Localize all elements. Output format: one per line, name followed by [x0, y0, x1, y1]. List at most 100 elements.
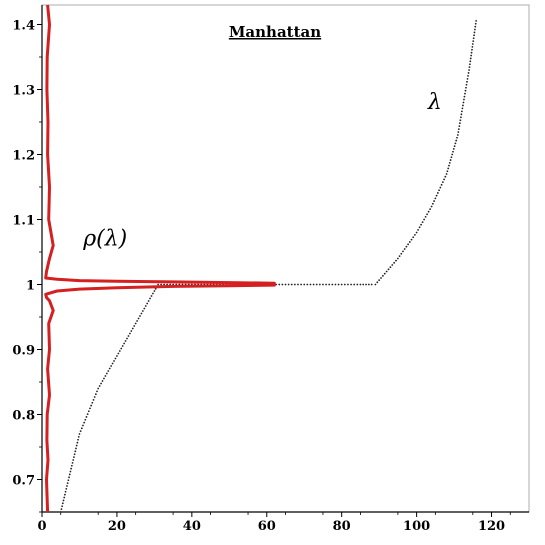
lambda-point [149, 297, 151, 300]
lambda-point [415, 231, 418, 234]
lambda-point [61, 502, 64, 505]
lambda-point [472, 37, 475, 40]
lambda-point [418, 226, 421, 229]
lambda-point [96, 390, 98, 393]
lambda-point [467, 75, 469, 77]
lambda-point [75, 444, 78, 447]
lambda-point [69, 470, 72, 473]
lambda-point [116, 355, 118, 357]
lambda-point [124, 340, 127, 342]
lambda-point [473, 28, 476, 31]
lambda-point [468, 69, 470, 71]
lambda-point [169, 283, 172, 286]
lambda-point [470, 54, 473, 57]
lambda-point [474, 25, 477, 28]
y-tick-label: 1.4 [12, 19, 35, 34]
lambda-point [303, 283, 306, 286]
lambda-point [163, 283, 166, 286]
lambda-point [417, 229, 420, 231]
lambda-point [441, 181, 444, 184]
lambda-point [59, 511, 62, 513]
lambda-point [67, 479, 70, 482]
chart-title: Manhattan [229, 23, 321, 41]
lambda-point [60, 508, 63, 511]
lambda-point [462, 104, 464, 107]
lambda-point [443, 178, 445, 181]
lambda-point [87, 410, 90, 413]
lambda-point [117, 352, 120, 355]
lambda-point [315, 283, 318, 286]
lambda-point [63, 496, 66, 499]
lambda-point [400, 252, 403, 255]
lambda-point [63, 493, 66, 496]
lambda-point [470, 51, 473, 54]
y-tick-label: 1.2 [12, 149, 35, 164]
lambda-point [146, 302, 149, 305]
lambda-point [456, 136, 458, 139]
lambda-point [471, 45, 474, 48]
lambda-point [143, 307, 146, 310]
lambda-point [475, 19, 478, 22]
lambda-point [410, 238, 413, 241]
lambda-point [395, 259, 397, 262]
lambda-point [130, 330, 133, 332]
lambda-point [347, 283, 349, 286]
lambda-point [131, 327, 134, 330]
lambda-point [123, 342, 126, 345]
rho-curve [44, 4, 276, 513]
lambda-point [453, 145, 456, 148]
text-layer: Manhattan λ ρ(λ) [82, 23, 442, 252]
lambda-point [382, 274, 384, 277]
lambda-point [152, 292, 154, 295]
lambda-point [312, 283, 315, 286]
lambda-point [101, 380, 104, 382]
lambda-point [433, 200, 435, 202]
lambda-point [435, 194, 438, 197]
x-tick-label: 100 [403, 519, 430, 534]
lambda-point [293, 283, 296, 286]
lambda-point [297, 283, 299, 286]
lambda-point [70, 467, 73, 470]
lambda-point [90, 404, 93, 407]
lambda-point [309, 283, 312, 286]
lambda-point [412, 236, 415, 239]
lambda-point [340, 283, 343, 286]
lambda-point [473, 31, 476, 34]
lambda-point [103, 377, 105, 380]
lambda-point [463, 98, 465, 101]
lambda-point [405, 245, 408, 248]
lambda-point [465, 83, 468, 86]
lambda-point [378, 279, 381, 282]
lambda-point [458, 125, 461, 128]
lambda-point [469, 60, 472, 63]
annotation-label: λ [427, 90, 442, 115]
lambda-point [79, 430, 82, 433]
lambda-point [334, 283, 337, 286]
lambda-point [71, 461, 74, 464]
lambda-point [414, 233, 416, 236]
lambda-point [376, 281, 379, 284]
lambda-point [365, 283, 367, 286]
lambda-point [461, 110, 463, 113]
lambda-point [461, 107, 464, 110]
lambda-point [113, 360, 115, 362]
lambda-point [398, 255, 401, 258]
lambda-point [350, 283, 352, 286]
lambda-point [454, 142, 457, 145]
y-tick-label: 0.7 [12, 474, 35, 489]
series-layer [44, 4, 478, 513]
lambda-point [408, 241, 411, 243]
lambda-point [343, 283, 346, 286]
lambda-point [328, 283, 331, 286]
lambda-point [464, 89, 467, 92]
lambda-point [66, 485, 68, 487]
lambda-point [306, 283, 309, 286]
lambda-point [450, 156, 453, 159]
lambda-point [281, 283, 284, 286]
lambda-point [68, 473, 71, 476]
lambda-point [76, 441, 79, 444]
lambda-point [74, 450, 77, 453]
lambda-point [107, 370, 110, 372]
lambda-point [110, 365, 113, 367]
lambda-point [137, 317, 140, 320]
